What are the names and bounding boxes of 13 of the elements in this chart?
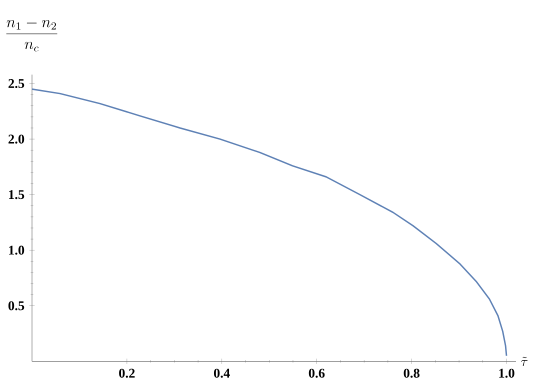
x-tick-label: 1.0	[499, 368, 514, 378]
x-tick-label: 0.4	[214, 368, 230, 378]
y-tick-label: 2.0	[8, 134, 24, 144]
line-series	[31, 88, 508, 356]
y-tick-label: 1.5	[9, 190, 24, 200]
y-axis-title: $\frac{n_1-n_2}{n_c}$	[6, 20, 58, 52]
x-tick-label: 0.8	[404, 368, 420, 378]
y-tick-label: 0.5	[8, 301, 24, 310]
y-tick-label: 2.5	[8, 79, 24, 88]
x-axis-title: $\tilde{\tau}$	[521, 356, 528, 366]
x-tick-label: 0.6	[308, 368, 325, 378]
x-tick-label: 0.2	[119, 368, 135, 378]
y-tick-label: 1.0	[9, 246, 24, 255]
